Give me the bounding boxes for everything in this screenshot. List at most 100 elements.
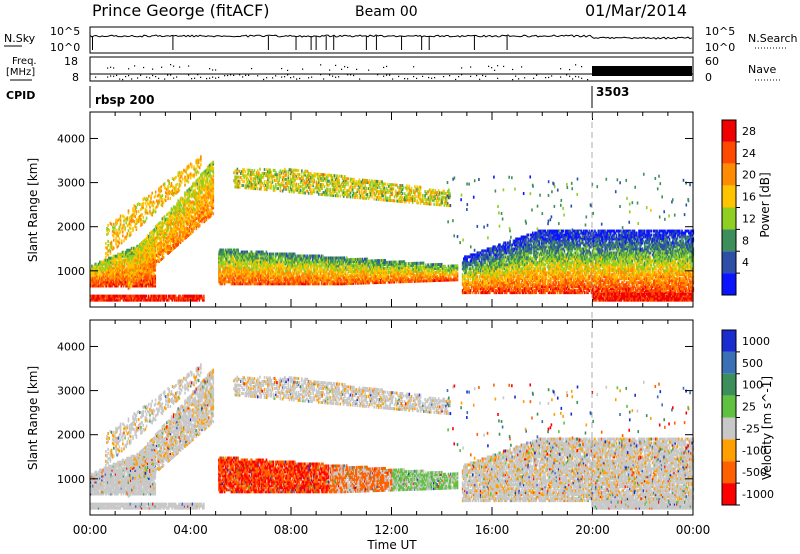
power-cell [97,274,100,278]
power-cell [176,182,178,186]
power-cell [91,264,93,268]
power-cell [180,298,183,302]
power-cell [181,177,184,181]
power-cell [161,294,163,298]
power-cell [109,296,111,300]
power-cell [112,296,115,300]
freq-dot [110,75,112,77]
freq-dot [404,78,406,80]
freq-dot [197,74,199,76]
power-cell [181,171,184,175]
power-cell [197,171,200,175]
nsky-panel: N.Sky 10^5 10^0 10^5 10^0 N.Search [4,25,798,54]
power-cell [182,298,185,302]
freq-dot [194,77,196,79]
power-cell [118,294,120,298]
power-cell [212,212,215,216]
power-cell [162,255,165,259]
freq-dot [155,76,157,78]
power-cell [162,296,164,300]
freq-dot [524,77,526,79]
freq-dot [533,77,535,79]
power-cell [349,195,352,199]
freq-dot [575,75,577,78]
power-cell [106,298,109,302]
freq-dot [431,77,433,79]
power-cell [170,182,173,186]
power-cell [95,274,98,278]
power-cell [200,163,202,167]
nave-dot [386,65,388,68]
power-cell [121,294,124,298]
nave-dot [107,67,109,69]
freq-dot [107,76,109,78]
power-cell [144,219,147,223]
freq-dot [239,74,241,76]
freq-dot [572,78,574,80]
power-cell [99,294,101,298]
power-cell [191,298,194,302]
power-cell [92,280,94,284]
freq-dot [320,74,322,76]
power-cell [160,298,162,302]
power-cell [135,225,138,229]
power-cell [373,197,376,201]
power-cell [149,294,152,298]
nave-dot [569,68,571,71]
power-cell [112,246,115,250]
power-cell [94,296,97,300]
freq-dot [245,74,247,76]
power-cell [155,296,158,300]
power-cell [122,234,124,238]
power-cell [139,296,142,300]
power-cell [94,262,97,266]
power-cell [151,298,153,302]
power-cell [118,241,121,245]
power-cell [171,298,174,302]
power-cell [138,294,141,298]
power-cell [119,294,121,298]
power-cell [135,210,138,214]
power-cell [256,187,259,191]
power-cell [187,180,190,184]
power-cell [127,296,129,300]
power-cell [365,186,368,190]
power-cell [111,294,114,298]
nave-dot [143,66,145,69]
freq-dot [137,77,139,79]
freq-dot [233,74,235,76]
power-cell [146,263,149,267]
power-cell [100,268,102,272]
freq-dot [266,77,268,79]
power-cell [102,276,105,280]
nave-dot [134,65,136,67]
power-cell [146,298,149,302]
power-cell [95,280,98,284]
freq-dot [131,78,133,80]
power-cell [145,216,148,220]
power-cell [155,298,158,302]
freq-dot [200,76,202,78]
power-cell [164,296,167,300]
power-cell [200,294,203,298]
power-cell [91,268,93,272]
nave-dot [173,65,175,67]
power-cell [101,270,103,274]
power-cell [165,294,168,298]
power-cell [113,298,116,302]
power-cell [191,294,194,298]
freq-dot [149,77,151,79]
power-cell [129,223,132,227]
power-cell [101,272,103,276]
power-cell [90,294,92,298]
power-cell [206,199,209,203]
freq-dot [176,76,178,78]
power-cell [112,234,115,238]
power-cell [137,210,140,214]
freq-dot [329,74,331,76]
nave-dot [512,68,514,71]
nave-dot [461,67,463,69]
power-cell [143,296,145,300]
freq-dot [347,74,349,76]
power-cell [94,282,97,286]
